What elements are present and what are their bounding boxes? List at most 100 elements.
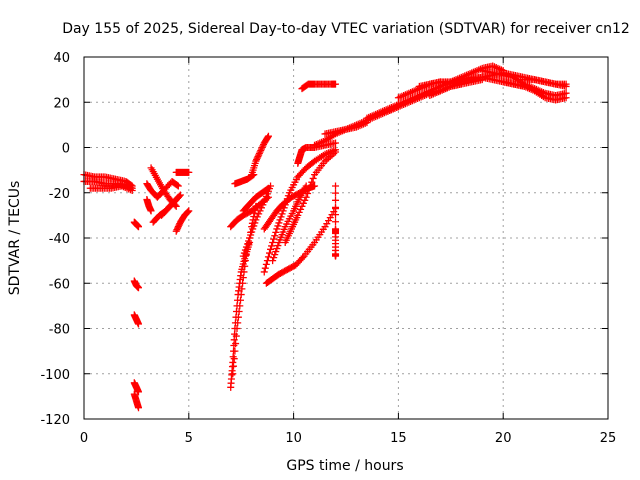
data-point xyxy=(270,254,278,262)
data-point xyxy=(305,186,313,194)
series-arc-40 xyxy=(332,182,340,260)
series-arc-31 xyxy=(321,119,371,138)
data-point xyxy=(276,216,284,224)
data-point xyxy=(265,249,273,257)
data-point xyxy=(172,227,180,235)
data-point xyxy=(306,182,314,190)
data-point xyxy=(253,156,261,164)
data-point xyxy=(309,174,317,182)
data-point xyxy=(172,202,180,210)
series-arc-12 xyxy=(158,191,184,219)
data-point xyxy=(271,232,279,240)
data-point xyxy=(234,313,242,321)
data-point xyxy=(255,151,263,159)
data-point xyxy=(332,139,340,147)
data-point xyxy=(253,154,261,162)
data-point xyxy=(308,178,316,186)
tick-labels: 0 5 10 15 20 25 -120 -100 -80 -60 -40 -20 0 20 40 xyxy=(40,51,616,446)
data-point xyxy=(256,207,264,215)
series-arc-38 xyxy=(520,76,570,88)
data-point xyxy=(562,94,570,102)
data-point xyxy=(232,340,240,348)
data-point xyxy=(238,285,246,293)
data-point xyxy=(257,204,265,212)
x-tick-label: 5 xyxy=(185,431,193,446)
y-tick-label: -40 xyxy=(49,232,70,247)
x-tick-label: 15 xyxy=(390,431,407,446)
data-point xyxy=(267,245,275,253)
data-point xyxy=(278,210,286,218)
data-point xyxy=(257,147,265,155)
data-point xyxy=(241,257,249,265)
data-point xyxy=(128,186,136,194)
data-point xyxy=(175,221,183,229)
y-tick-label: -80 xyxy=(49,323,70,338)
data-point xyxy=(256,148,264,156)
series-arc-06 xyxy=(130,311,142,328)
data-point xyxy=(264,133,272,141)
data-point xyxy=(234,319,242,327)
data-point xyxy=(275,219,283,227)
data-point xyxy=(332,189,340,197)
y-axis-label: SDTVAR / TECUs xyxy=(7,181,23,296)
data-point xyxy=(247,231,255,239)
series-arc-13 xyxy=(172,207,193,235)
data-point xyxy=(230,355,238,363)
x-tick-label: 20 xyxy=(495,431,512,446)
data-point xyxy=(230,362,238,370)
data-point xyxy=(332,211,340,219)
x-tick-label: 0 xyxy=(80,431,88,446)
data-point xyxy=(267,182,275,190)
y-tick-label: 20 xyxy=(53,96,70,111)
series-arc-08 xyxy=(130,390,142,412)
series-arc-14 xyxy=(172,168,193,176)
data-point xyxy=(255,210,263,218)
data-point xyxy=(239,274,247,282)
data-point xyxy=(301,196,309,204)
data-point xyxy=(268,242,276,250)
data-point xyxy=(332,148,340,156)
series-arc-29 xyxy=(298,80,340,93)
data-point xyxy=(269,257,277,265)
data-point xyxy=(183,208,191,216)
data-point xyxy=(237,291,245,299)
data-point xyxy=(277,213,285,221)
data-point xyxy=(252,157,260,165)
series-arc-07 xyxy=(130,379,142,396)
data-point xyxy=(185,207,193,215)
data-point xyxy=(295,208,303,216)
data-point xyxy=(332,218,340,226)
data-point xyxy=(253,213,261,221)
data-point xyxy=(271,251,279,259)
data-point xyxy=(240,268,248,276)
data-point xyxy=(185,168,193,176)
axis-ticks xyxy=(83,56,609,420)
data-point xyxy=(262,260,270,268)
data-point xyxy=(249,225,257,233)
data-point xyxy=(259,201,267,209)
series-arc-35 xyxy=(415,73,528,90)
data-point xyxy=(134,404,142,412)
data-point xyxy=(264,253,272,261)
y-tick-label: -100 xyxy=(40,368,70,383)
data-point xyxy=(245,237,253,245)
data-point xyxy=(257,145,265,153)
data-point xyxy=(239,252,247,260)
data-point xyxy=(134,223,142,231)
data-point xyxy=(258,144,266,151)
data-point xyxy=(255,150,263,158)
data-point xyxy=(229,370,237,378)
series-arc-28 xyxy=(294,139,340,167)
series-arc-22 xyxy=(239,182,275,260)
data-point xyxy=(241,246,249,254)
data-point xyxy=(241,262,249,270)
data-point xyxy=(175,192,183,200)
data-point xyxy=(279,207,287,215)
data-point xyxy=(173,181,181,189)
series-arc-21 xyxy=(248,132,272,179)
data-point xyxy=(274,242,282,250)
y-tick-label: 0 xyxy=(62,142,70,157)
data-point xyxy=(174,224,182,232)
data-point xyxy=(298,202,306,210)
